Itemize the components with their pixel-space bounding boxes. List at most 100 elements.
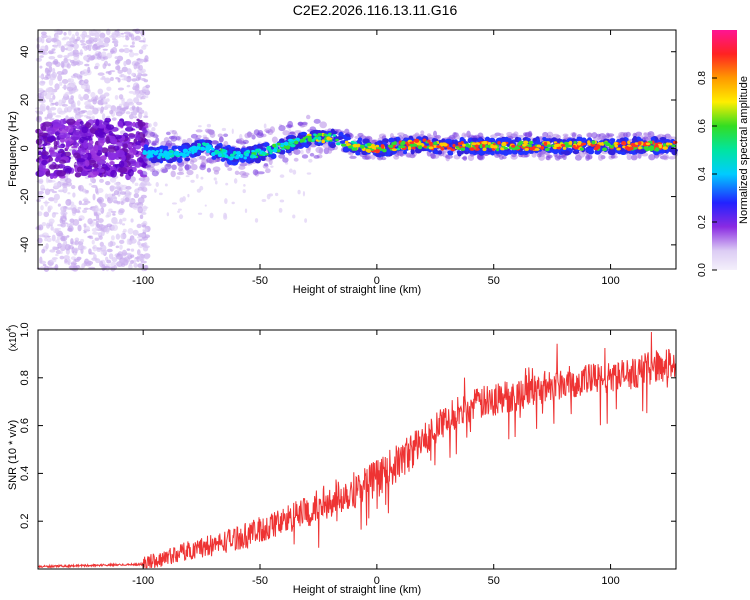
spectral-point: [139, 58, 145, 63]
spectral-point: [282, 130, 290, 136]
spectral-point: [38, 224, 44, 231]
spectral-point: [143, 242, 148, 247]
spectral-point: [261, 199, 267, 202]
spectral-point: [490, 134, 498, 139]
spectral-point: [91, 239, 95, 245]
spectral-point: [93, 254, 97, 260]
spectral-point: [401, 140, 406, 145]
spectral-point: [471, 142, 477, 146]
spectral-point: [128, 264, 133, 270]
spectral-point: [563, 141, 569, 146]
spectral-point: [67, 192, 71, 195]
spectral-point: [136, 249, 141, 256]
spectral-point: [56, 70, 64, 75]
spectral-point: [122, 217, 127, 222]
spectral-point: [200, 176, 204, 180]
spectral-point: [122, 228, 127, 233]
spectral-point: [55, 239, 60, 243]
spectral-point: [302, 190, 306, 197]
spectral-point: [391, 141, 396, 146]
spectral-point: [573, 140, 577, 144]
spectral-point: [76, 158, 85, 163]
spectral-point: [138, 64, 143, 71]
spectral-point: [397, 132, 405, 136]
spectral-point: [190, 163, 198, 171]
y-tick-label: -40: [19, 237, 31, 253]
spectral-point: [662, 146, 668, 150]
spectral-point: [375, 152, 380, 158]
spectral-point: [382, 148, 387, 153]
spectral-point: [77, 256, 82, 260]
spectral-point: [131, 177, 135, 184]
spectral-point: [72, 219, 80, 226]
spectral-point: [121, 99, 126, 106]
spectral-point: [118, 48, 125, 53]
spectral-point: [133, 97, 140, 104]
spectral-point: [224, 198, 228, 204]
spectral-point: [122, 143, 128, 149]
spectral-point: [111, 46, 118, 54]
spectral-point: [199, 164, 206, 171]
spectral-point: [102, 48, 109, 51]
snr-y-ticks: 0.2 0.4 0.6 0.8 1.0: [19, 322, 676, 529]
spectral-point: [75, 31, 80, 37]
spectral-point: [106, 259, 112, 264]
spectral-point: [176, 157, 183, 164]
spectral-point: [103, 265, 111, 269]
spectral-point: [63, 31, 67, 36]
spectral-point: [171, 130, 177, 135]
spectral-point: [498, 133, 504, 137]
spectral-point: [99, 178, 104, 183]
spectral-point: [238, 165, 246, 170]
spectral-point: [587, 140, 591, 145]
spectral-point: [176, 171, 185, 176]
spectral-point: [87, 159, 97, 166]
spectral-point: [95, 118, 100, 127]
spectral-point: [342, 134, 347, 139]
spectral-point: [446, 146, 453, 150]
spectral-point: [522, 132, 528, 137]
spectral-point: [122, 44, 129, 48]
spectral-point: [235, 154, 240, 159]
colorbar-tick-label: 0.2: [697, 215, 708, 229]
spectral-point: [252, 155, 257, 159]
spectrogram-ridge: [142, 132, 678, 161]
spectral-point: [74, 240, 79, 246]
spectral-point: [84, 100, 91, 107]
spectral-point: [637, 141, 642, 146]
spectral-point: [96, 55, 102, 60]
spectral-point: [88, 252, 95, 255]
spectral-point: [648, 145, 655, 150]
spectral-point: [643, 146, 649, 150]
spectral-point: [76, 264, 81, 269]
spectral-point: [124, 126, 134, 132]
spectral-point: [137, 197, 145, 204]
spectral-point: [147, 183, 152, 187]
spectral-point: [102, 98, 107, 105]
spectral-point: [272, 148, 278, 153]
spectral-point: [67, 58, 72, 61]
spectral-point: [659, 136, 667, 141]
spectral-point: [59, 255, 65, 260]
spectral-point: [147, 153, 153, 156]
spectral-point: [287, 138, 294, 142]
spectral-point: [40, 81, 46, 84]
spectral-point: [361, 149, 367, 156]
spectral-point: [141, 77, 146, 81]
spectral-point: [321, 139, 326, 144]
spectral-point: [88, 182, 93, 186]
spectral-point: [95, 186, 99, 194]
spectral-point: [69, 59, 75, 63]
spectral-point: [628, 146, 634, 151]
spectral-point: [140, 194, 147, 199]
spectral-point: [139, 32, 146, 35]
spectral-point: [46, 237, 52, 243]
spectral-point: [104, 104, 112, 109]
spectral-point: [133, 116, 138, 119]
spectral-point: [517, 142, 522, 146]
spectral-point: [136, 101, 143, 106]
spectral-point: [139, 254, 145, 262]
spectral-point: [196, 151, 202, 156]
spectral-point: [118, 239, 125, 245]
spectral-point: [105, 136, 110, 145]
